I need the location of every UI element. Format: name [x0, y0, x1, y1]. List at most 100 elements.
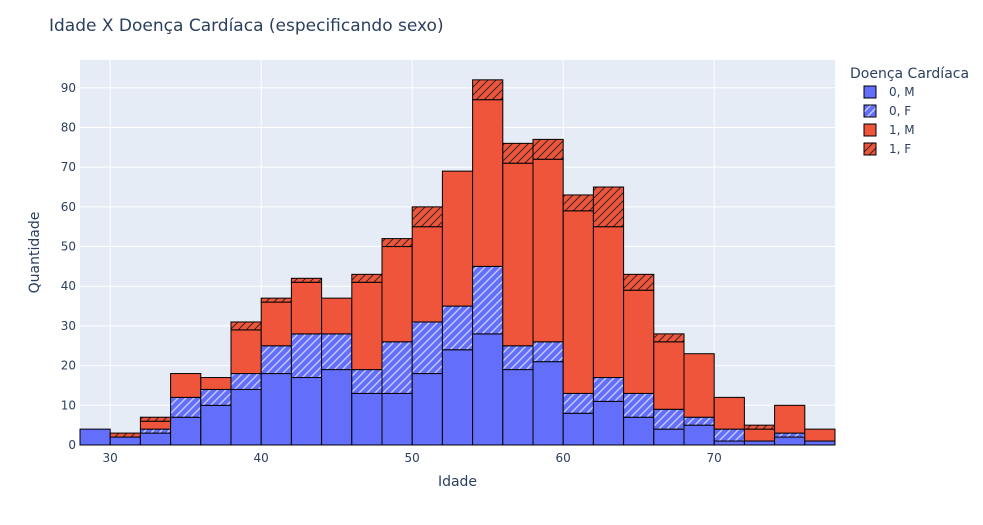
bar-segment	[472, 333, 504, 446]
bar-segment	[411, 321, 443, 375]
bar-segment	[411, 373, 443, 446]
bar-segment	[472, 265, 504, 335]
bar-segment	[774, 436, 806, 446]
bar-segment	[321, 333, 353, 371]
bar-segment	[804, 440, 836, 446]
bar-segment	[743, 428, 776, 442]
bar-segment	[774, 404, 806, 434]
bar-segment	[411, 206, 443, 228]
bar-segment	[321, 369, 353, 446]
legend-swatch	[863, 85, 877, 99]
bar-segment	[623, 273, 655, 291]
x-tick-label: 40	[254, 451, 269, 465]
bar-segment	[441, 305, 474, 351]
bar-segment	[109, 432, 141, 438]
y-tick-label: 30	[61, 319, 76, 333]
bar-segment	[713, 440, 745, 446]
bar-segment	[743, 440, 776, 446]
y-axis-title: Quantidade	[27, 212, 43, 294]
bar-segment	[502, 142, 534, 164]
legend-label: 0, F	[889, 104, 911, 118]
bar-segment	[562, 412, 594, 446]
bar-segment	[230, 321, 262, 331]
bar-segment	[290, 377, 323, 446]
bar-segment	[230, 373, 262, 390]
bar-segment	[623, 289, 655, 394]
bar-segment	[592, 377, 625, 402]
bar-segment	[713, 396, 745, 430]
legend-item[interactable]: 1, F	[863, 142, 911, 156]
legend-item[interactable]: 0, F	[863, 104, 911, 118]
bars	[79, 79, 836, 446]
bar-segment	[592, 226, 625, 379]
bar-segment	[109, 436, 141, 446]
bar-segment	[532, 158, 564, 343]
x-axis-title: Idade	[438, 474, 477, 490]
bar-segment	[170, 396, 202, 418]
chart-title: Idade X Doença Cardíaca (especificando s…	[49, 16, 444, 36]
bar-segment	[139, 420, 172, 430]
bar-segment	[683, 424, 715, 446]
bar-segment	[502, 345, 534, 371]
bar-segment	[532, 361, 564, 446]
legend-swatch	[863, 142, 877, 156]
x-tick-labels: 30 40 50 60 70	[103, 451, 722, 465]
bar-segment	[502, 162, 534, 347]
bar-segment	[260, 301, 292, 347]
bar-segment	[260, 297, 292, 303]
bar-segment	[321, 297, 353, 335]
y-tick-label: 90	[61, 81, 76, 95]
y-tick-label: 70	[61, 160, 76, 174]
bar-segment	[351, 369, 383, 394]
bar-segment	[592, 186, 625, 228]
bar-segment	[774, 432, 806, 438]
bar-segment	[472, 79, 504, 101]
bar-segment	[170, 416, 202, 446]
x-tick-label: 70	[707, 451, 722, 465]
bar-segment	[139, 416, 172, 422]
bar-segment	[441, 349, 474, 446]
bar-segment	[200, 388, 232, 406]
y-tick-label: 10	[61, 398, 76, 412]
bar-segment	[139, 432, 172, 446]
bar-segment	[230, 329, 262, 375]
bar-segment	[653, 408, 685, 430]
bar-segment	[472, 99, 504, 267]
legend-item[interactable]: 0, M	[863, 85, 915, 99]
bar-segment	[562, 392, 594, 414]
legend-label: 0, M	[889, 85, 915, 99]
bar-segment	[260, 345, 292, 375]
bar-segment	[804, 428, 836, 442]
y-tick-label: 50	[61, 240, 76, 254]
bar-segment	[381, 238, 413, 248]
bar-segment	[502, 369, 534, 446]
bar-segment	[532, 341, 564, 363]
bar-segment	[562, 194, 594, 212]
bar-segment	[623, 416, 655, 446]
bar-segment	[290, 333, 323, 379]
y-tick-label: 80	[61, 120, 76, 134]
bar-segment	[351, 392, 383, 446]
bar-segment	[532, 138, 564, 160]
bar-segment	[653, 333, 685, 343]
bar-segment	[290, 281, 323, 335]
bar-segment	[683, 416, 715, 426]
bar-segment	[230, 388, 262, 446]
y-tick-label: 0	[68, 438, 76, 452]
bar-segment	[683, 353, 715, 418]
bar-segment	[592, 400, 625, 446]
legend-item[interactable]: 1, M	[863, 123, 915, 137]
bar-segment	[381, 341, 413, 394]
y-tick-label: 20	[61, 359, 76, 373]
bar-segment	[170, 373, 202, 398]
y-tick-labels: 0 10 20 30 40 50 60 70 80 90	[61, 81, 76, 452]
y-tick-label: 60	[61, 200, 76, 214]
bar-segment	[200, 404, 232, 446]
legend-swatch	[863, 123, 877, 137]
x-tick-label: 60	[556, 451, 571, 465]
bar-segment	[381, 392, 413, 446]
bar-segment	[290, 277, 323, 283]
legend-label: 1, F	[889, 142, 911, 156]
